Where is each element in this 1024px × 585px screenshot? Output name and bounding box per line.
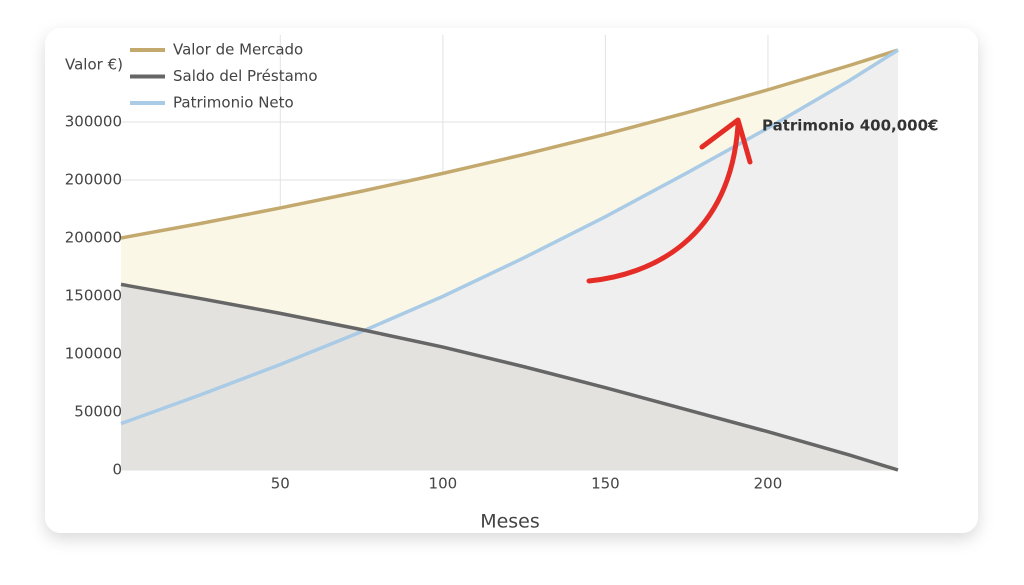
legend-label: Valor de Mercado (173, 41, 303, 59)
line (120, 48, 899, 240)
legend-label: Patrimonio Neto (173, 94, 294, 112)
y-tick-label: 150000 (65, 287, 122, 305)
annotation-arrow (586, 122, 741, 284)
legend-label: Saldo del Préstamo (173, 67, 318, 85)
annotation-arrowhead (699, 117, 753, 165)
x-tick-label: 50 (271, 475, 290, 493)
x-axis-title: Meses (480, 511, 540, 533)
annotation: Patrimonio 400,000€ (762, 117, 938, 135)
y-tick-label: 200000 (65, 229, 122, 247)
y-tick-label: 100000 (65, 345, 122, 363)
x-tick-label: 100 (429, 475, 458, 493)
y-tick-label: 300000 (65, 113, 122, 131)
line (120, 282, 899, 472)
area (121, 284, 898, 470)
y-tick-label: 200000 (65, 171, 122, 189)
y-tick-label: 0 (112, 461, 122, 479)
y-tick-label: 50000 (74, 403, 122, 421)
line (120, 48, 899, 426)
x-tick-label: 200 (754, 475, 783, 493)
x-tick-label: 150 (591, 475, 620, 493)
y-axis-title: Valor €) (65, 56, 123, 74)
